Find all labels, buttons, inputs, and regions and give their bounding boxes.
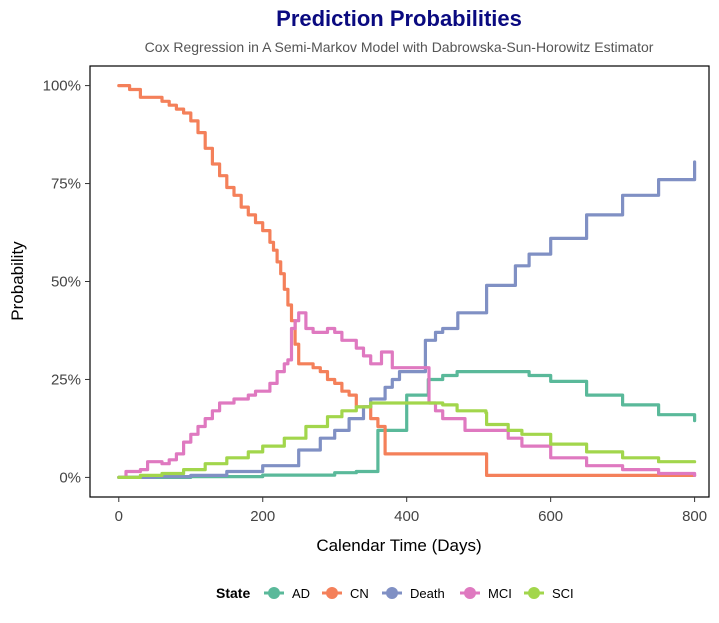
- x-tick-label: 0: [115, 508, 123, 525]
- series-line-cn: [117, 84, 697, 477]
- series-line-mci: [117, 311, 697, 479]
- legend-key-dot-mci: [464, 587, 476, 599]
- series-line-ad: [117, 370, 697, 479]
- legend-label-cn: CN: [350, 586, 369, 601]
- legend-title: State: [216, 585, 250, 601]
- y-tick-label: 50%: [51, 274, 81, 291]
- legend-key-dot-ad: [268, 587, 280, 599]
- x-axis-ticks: 0 200 400 600 800: [115, 497, 707, 525]
- y-axis-ticks: 0% 25% 50% 75% 100%: [43, 78, 90, 486]
- y-tick-label: 0%: [59, 469, 81, 486]
- plot-panel-border: [89, 65, 710, 498]
- series-line-death: [117, 160, 697, 479]
- x-axis-label: Calendar Time (Days): [316, 536, 481, 555]
- x-tick-label: 400: [394, 508, 419, 525]
- series-layer: [117, 84, 697, 479]
- legend-key-dot-death: [386, 587, 398, 599]
- y-tick-label: 25%: [51, 371, 81, 388]
- x-tick-label: 600: [538, 508, 563, 525]
- legend-label-mci: MCI: [488, 586, 512, 601]
- legend: State AD CN Death MCI SCI: [216, 585, 574, 601]
- chart-subtitle: Cox Regression in A Semi-Markov Model wi…: [145, 39, 654, 55]
- legend-label-ad: AD: [292, 586, 310, 601]
- legend-key-dot-cn: [326, 587, 338, 599]
- y-tick-label: 100%: [43, 78, 81, 95]
- legend-label-sci: SCI: [552, 586, 574, 601]
- series-line-sci: [117, 401, 697, 479]
- legend-key-dot-sci: [528, 587, 540, 599]
- x-tick-label: 800: [682, 508, 707, 525]
- x-tick-label: 200: [250, 508, 275, 525]
- y-tick-label: 75%: [51, 176, 81, 193]
- y-axis-label: Probability: [8, 241, 27, 321]
- chart-title: Prediction Probabilities: [276, 6, 522, 31]
- legend-label-death: Death: [410, 586, 445, 601]
